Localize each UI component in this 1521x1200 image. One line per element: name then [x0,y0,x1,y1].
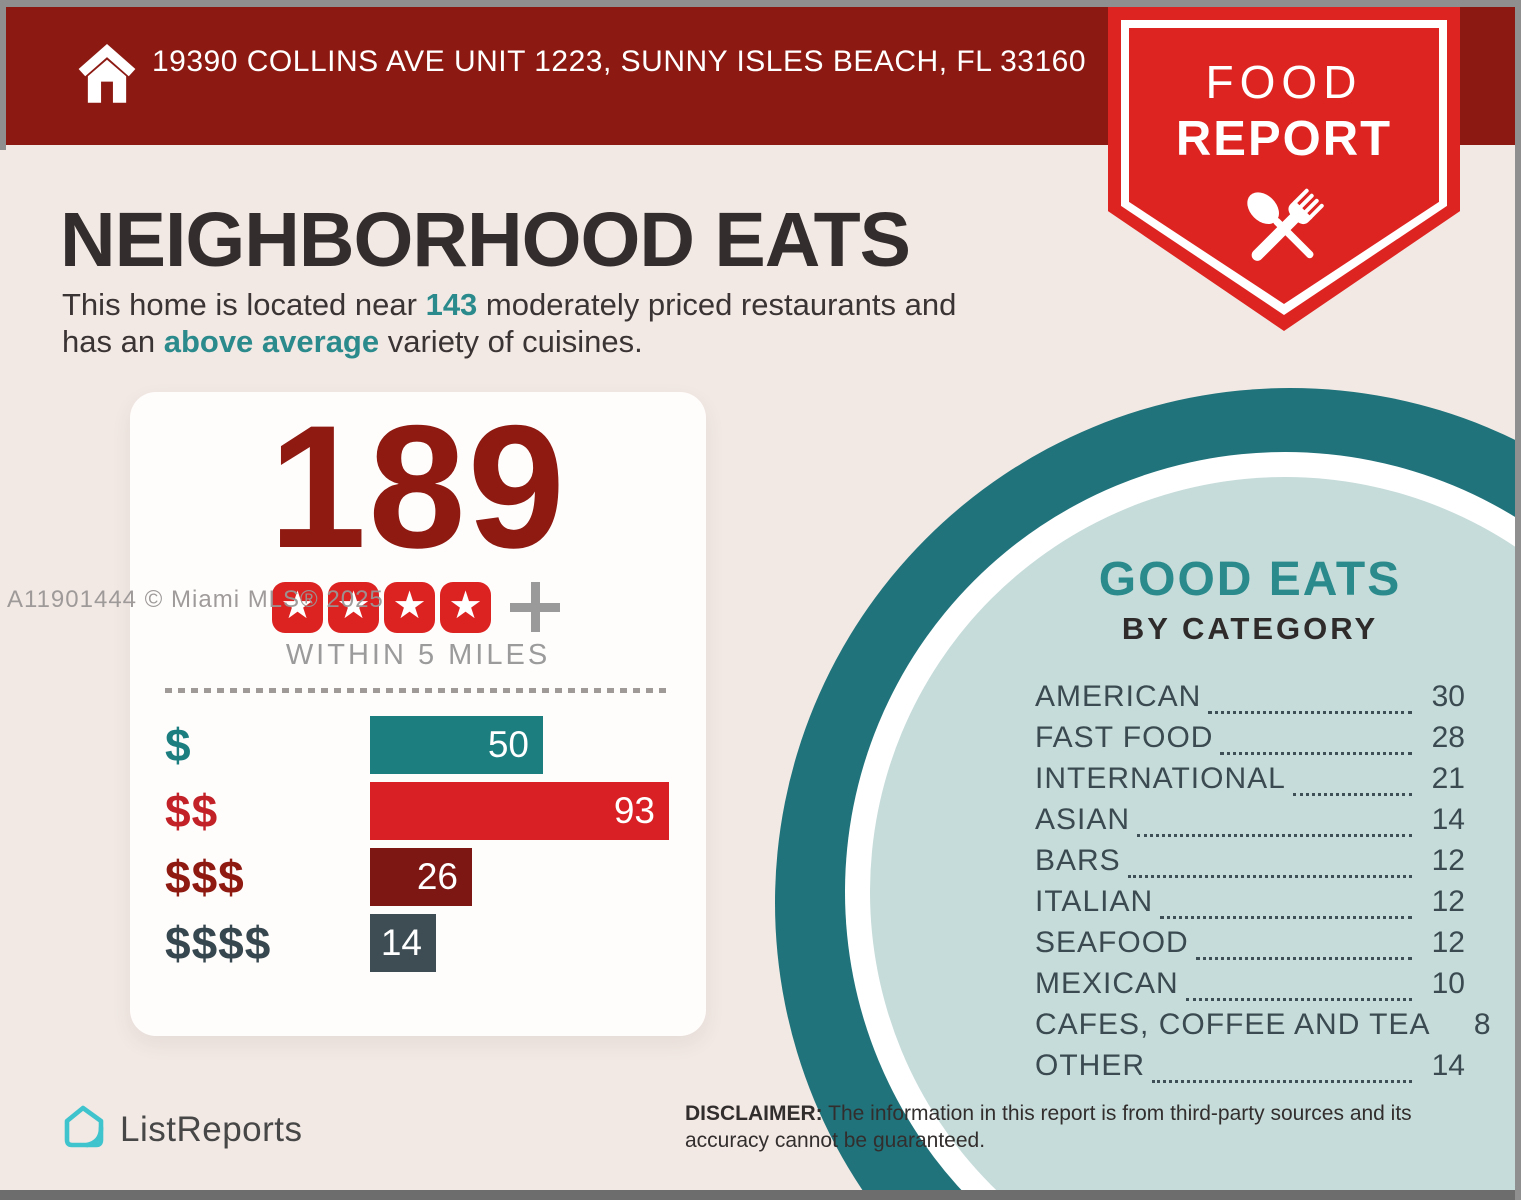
dotted-leader [1208,684,1412,714]
dotted-leader [1152,1053,1412,1083]
price-tier-label: $ [165,719,192,771]
dotted-leader [1220,725,1412,755]
category-label: ASIAN [1035,803,1131,836]
listreports-house-icon [60,1102,108,1157]
price-tier-bar: 14 [370,914,436,972]
category-row: OTHER 14 [1035,1042,1465,1083]
price-tier-bar: 93 [370,782,669,840]
disclaimer-text: The information in this report is from t… [685,1102,1412,1152]
restaurant-summary-card: 189 ★ ★ ★ ★ WITHIN 5 MILES $50 $$ 93 $$$ 26 $$$$… [130,392,706,1036]
price-tier-bar: 50 [370,716,543,774]
category-label: ITALIAN [1035,885,1154,918]
price-tier-value: 14 [380,922,422,963]
good-eats-title: GOOD EATS [1098,553,1402,606]
star-icon: ★ [440,581,491,633]
intro-line2-pre: has an [62,324,164,359]
price-tier-value: 26 [416,856,458,897]
category-value: 14 [1431,803,1465,836]
category-label: OTHER [1035,1049,1145,1082]
category-value: 21 [1431,762,1465,795]
intro-line1: This home is located near 143 moderately… [62,286,956,323]
intro-line2: has an above average variety of cuisines… [62,323,956,360]
frame-top-edge [0,0,1521,7]
category-row: INTERNATIONAL 21 [1035,755,1465,796]
category-label: CAFES, COFFEE AND TEA [1035,1008,1431,1041]
category-row: AMERICAN 30 [1035,673,1465,714]
category-label: SEAFOOD [1035,926,1189,959]
dotted-leader [1185,971,1412,1001]
dotted-leader [1160,889,1412,919]
ribbon-title-line2: REPORT [1175,112,1393,166]
category-value: 8 [1473,1008,1491,1041]
category-value: 30 [1431,680,1465,713]
dotted-leader [1292,766,1412,796]
price-tier-row: $$ 93 [130,782,706,840]
category-label: MEXICAN [1035,967,1179,1000]
home-icon [74,37,140,114]
dotted-leader [1195,930,1412,960]
dotted-leader [1127,848,1412,878]
dashed-divider [165,688,672,693]
disclaimer: DISCLAIMER: The information in this repo… [685,1100,1485,1154]
price-tier-row: $50 [130,716,706,774]
category-row: FAST FOOD 28 [1035,714,1465,755]
price-tier-chart: $50 $$ 93 $$$ 26 $$$$ 14 [130,716,706,980]
price-tier-value: 93 [613,790,655,831]
price-tier-value: 50 [487,724,529,765]
price-tier-bar: 26 [370,848,472,906]
price-tier-row: $$$$ 14 [130,914,706,972]
listreports-logo: ListReports [60,1102,303,1157]
category-list: AMERICAN 30 FAST FOOD 28 INTERNATIONAL 21 ASIA… [1035,673,1491,1083]
category-row: ASIAN 14 [1035,796,1465,837]
category-value: 28 [1431,721,1465,754]
price-tier-label: $$$ [165,851,245,903]
category-value: 10 [1431,967,1465,1000]
listreports-wordmark: ListReports [120,1109,303,1149]
category-label: FAST FOOD [1035,721,1214,754]
frame-bottom-edge [0,1190,1521,1200]
category-label: INTERNATIONAL [1035,762,1286,795]
disclaimer-label: DISCLAIMER: [685,1102,823,1125]
category-row: CAFES, COFFEE AND TEA 8 [1035,1001,1491,1042]
category-row: BARS 12 [1035,837,1465,878]
category-value: 12 [1431,926,1465,959]
star-icon: ★ [328,581,379,633]
plus-icon [510,582,560,632]
intro-line1-pre: This home is located near [62,287,426,322]
spoon-fork-icon [1108,177,1460,286]
ribbon-title-line1: FOOD [1205,56,1363,108]
category-label: AMERICAN [1035,680,1202,713]
good-eats-panel: GOOD EATS BY CATEGORY AMERICAN 30 FAST FOO… [1035,552,1491,1083]
restaurant-count: 143 [425,287,478,322]
page-title: NEIGHBORHOOD EATS [60,197,911,283]
price-tier-label: $$ [165,785,219,837]
total-restaurants: 189 [269,390,567,585]
category-row: SEAFOOD 12 [1035,919,1465,960]
property-address: 19390 COLLINS AVE UNIT 1223, SUNNY ISLES… [152,45,1087,78]
category-label: BARS [1035,844,1121,877]
mls-watermark: A11901444 © Miami MLS® 2025 [7,586,384,613]
frame-right-edge [1515,0,1521,1200]
category-value: 12 [1431,885,1465,918]
star-icon: ★ [384,581,435,633]
frame-left-edge [0,0,6,150]
radius-label: WITHIN 5 MILES [285,639,551,671]
dotted-leader [1137,807,1412,837]
intro-line2-post: variety of cuisines. [379,324,643,359]
category-row: MEXICAN 10 [1035,960,1465,1001]
price-tier-label: $$$$ [165,917,272,969]
intro-text: This home is located near 143 moderately… [62,286,956,360]
category-value: 12 [1431,844,1465,877]
star-rating: ★ ★ ★ ★ [130,578,706,636]
variety-highlight: above average [163,324,380,359]
price-tier-row: $$$ 26 [130,848,706,906]
good-eats-subtitle: BY CATEGORY [1121,611,1379,646]
intro-line1-post: moderately priced restaurants and [477,287,957,322]
star-icon: ★ [272,581,323,633]
category-row: ITALIAN 12 [1035,878,1465,919]
category-value: 14 [1431,1049,1465,1082]
food-report-ribbon: FOOD REPORT [1108,7,1460,331]
